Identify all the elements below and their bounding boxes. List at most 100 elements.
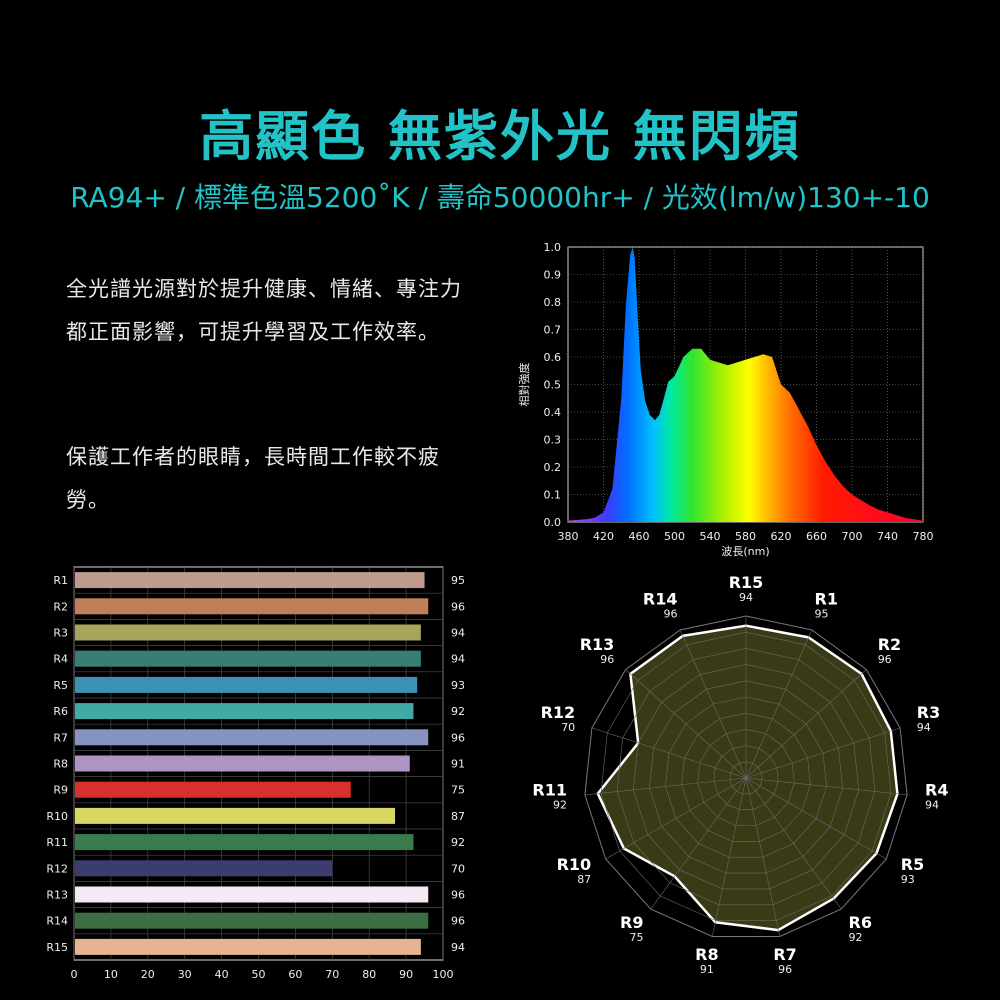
radar-spoke: [712, 777, 747, 937]
spectrum-y-axis-label: 相對強度: [517, 363, 531, 407]
bar-r10: [75, 807, 396, 824]
radar-value-label: 94: [739, 591, 753, 604]
radar-spoke: [745, 777, 908, 796]
bar-category-label: R10: [46, 810, 68, 823]
bar-value-label: 96: [451, 731, 465, 744]
bar-value-label: 92: [451, 836, 465, 849]
radar-value-label: 93: [901, 873, 915, 886]
spectrum-y-tick: 0.9: [544, 269, 562, 282]
spectrum-x-tick: 740: [877, 530, 898, 543]
bar-value-label: 94: [451, 941, 465, 954]
bar-x-tick: 50: [252, 968, 266, 981]
spectrum-x-tick: 380: [558, 530, 579, 543]
bar-value-label: 92: [451, 705, 465, 718]
radar-spoke: [745, 669, 867, 779]
spectrum-x-tick: 620: [771, 530, 792, 543]
bar-r11: [75, 834, 414, 851]
bar-value-label: 96: [451, 915, 465, 928]
bar-x-tick: 40: [215, 968, 229, 981]
spectrum-y-tick: 0.1: [544, 489, 562, 502]
radar-spoke: [745, 727, 901, 779]
description-paragraph-2: 保護工作者的眼睛，長時間工作較不疲勞。: [66, 445, 440, 512]
spectrum-y-tick: 0.4: [544, 406, 562, 419]
bar-category-label: R13: [46, 889, 68, 902]
bar-r15: [75, 938, 421, 955]
radar-outer-ring: [584, 615, 908, 937]
bar-x-tick: 30: [178, 968, 192, 981]
radar-category-label: R6: [849, 913, 872, 932]
radar-value-label: 87: [577, 873, 591, 886]
page-subtitle: RA94+ / 標準色溫5200˚K / 壽命50000hr+ / 光效(lm/…: [70, 181, 930, 214]
bar-r8: [75, 755, 410, 772]
radar-category-label: R4: [925, 781, 948, 800]
radar-grid-ring: [648, 680, 844, 874]
radar-category-label: R11: [532, 781, 567, 800]
radar-spoke: [745, 777, 780, 937]
bar-r13: [75, 886, 429, 903]
bar-value-label: 70: [451, 862, 465, 875]
radar-spoke: [745, 777, 842, 910]
bar-value-label: 96: [451, 889, 465, 902]
bar-r7: [75, 729, 429, 746]
radar-spoke: [584, 777, 747, 796]
radar-value-label: 96: [664, 607, 678, 620]
radar-category-label: R13: [580, 635, 615, 654]
radar-value-label: 96: [778, 963, 792, 976]
radar-grid-ring: [632, 664, 860, 890]
radar-value-label: 92: [553, 799, 567, 812]
bar-category-label: R5: [53, 679, 68, 692]
bar-value-label: 93: [451, 679, 465, 692]
radar-value-label: 94: [917, 721, 931, 734]
spectrum-x-tick: 660: [806, 530, 827, 543]
radar-value-label: 75: [630, 931, 644, 944]
bar-r3: [75, 624, 421, 641]
spectrum-y-tick: 0.2: [544, 461, 562, 474]
bar-r1: [75, 572, 425, 589]
radar-value-label: 95: [815, 607, 829, 620]
spectrum-x-tick: 460: [629, 530, 650, 543]
bar-category-label: R11: [46, 836, 68, 849]
spectrum-y-tick: 0.3: [544, 434, 562, 447]
radar-category-label: R1: [815, 589, 838, 608]
spectrum-y-tick: 0.0: [544, 516, 562, 529]
bar-category-label: R12: [46, 862, 68, 875]
radar-grid-ring: [713, 745, 779, 810]
radar-value-label: 70: [561, 721, 575, 734]
bar-category-label: R14: [46, 915, 68, 928]
radar-category-label: R14: [643, 589, 678, 608]
bar-category-label: R7: [53, 731, 68, 744]
radar-grid-ring: [697, 729, 795, 826]
bar-x-tick: 20: [141, 968, 155, 981]
radar-spoke: [745, 777, 887, 860]
spectrum-x-tick: 500: [664, 530, 685, 543]
bar-r9: [75, 781, 351, 798]
radar-category-label: R8: [695, 945, 718, 964]
radar-spoke: [625, 669, 747, 779]
bar-r6: [75, 703, 414, 720]
radar-category-label: R7: [773, 945, 796, 964]
radar-grid-ring: [665, 696, 827, 858]
radar-grid-ring: [729, 761, 763, 795]
radar-category-label: R12: [541, 703, 576, 722]
bar-value-label: 95: [451, 574, 465, 587]
bar-x-tick: 10: [104, 968, 118, 981]
bar-r5: [75, 676, 418, 693]
bar-r14: [75, 912, 429, 929]
spectrum-y-tick: 1.0: [544, 241, 562, 254]
radar-spoke: [679, 629, 747, 779]
cri-bar-chart: 0 10 20 30 40 50 60 70 80 90 100 R1 95 R2 96 R3 94 R4 94 R5…: [46, 566, 465, 981]
bar-r12: [75, 860, 333, 877]
spectrum-y-tick: 0.8: [544, 296, 562, 309]
spectrum-chart: 380 420 460 500 540 580 620 660 700 740 780 0.0 0.1 0…: [517, 241, 934, 558]
bar-category-label: R2: [53, 600, 68, 613]
radar-category-label: R15: [729, 573, 764, 592]
page-title: 高顯色 無紫外光 無閃頻: [199, 105, 801, 168]
bar-r2: [75, 598, 429, 615]
radar-category-label: R9: [620, 913, 643, 932]
bar-x-tick: 90: [399, 968, 413, 981]
radar-category-label: R2: [878, 635, 901, 654]
bar-category-label: R4: [53, 653, 68, 666]
bar-category-label: R6: [53, 705, 68, 718]
description-paragraph-1: 全光譜光源對於提升健康、情緒、專注力都正面影響，可提升學習及工作效率。: [66, 277, 462, 344]
radar-spoke: [745, 629, 813, 779]
